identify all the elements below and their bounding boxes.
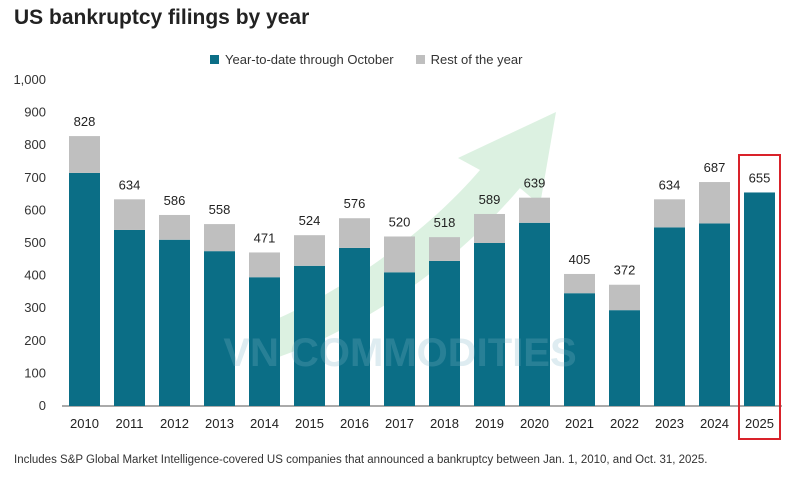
legend-swatch-rest bbox=[415, 55, 425, 64]
bar-ytd bbox=[654, 227, 685, 406]
y-tick-label: 400 bbox=[24, 268, 46, 283]
watermark-text: VN COMMODITIES bbox=[223, 331, 576, 375]
total-label: 558 bbox=[209, 202, 231, 217]
bar-ytd bbox=[474, 243, 505, 406]
y-tick-label: 0 bbox=[39, 398, 46, 413]
bar-rest bbox=[249, 252, 280, 278]
bar-ytd bbox=[384, 272, 415, 406]
total-label: 576 bbox=[344, 196, 366, 211]
x-tick-label: 2021 bbox=[565, 416, 594, 431]
bar-rest bbox=[114, 199, 145, 230]
x-tick-label: 2012 bbox=[160, 416, 189, 431]
y-tick-label: 200 bbox=[24, 333, 46, 348]
bar-rest bbox=[654, 199, 685, 228]
bar-rest bbox=[609, 284, 640, 311]
bar-rest bbox=[69, 136, 100, 173]
x-tick-label: 2016 bbox=[340, 416, 369, 431]
bar-rest bbox=[564, 273, 595, 294]
bar-rest bbox=[699, 182, 730, 224]
total-label: 586 bbox=[164, 193, 186, 208]
bar-rest bbox=[519, 197, 550, 223]
x-tick-label: 2023 bbox=[655, 416, 684, 431]
y-tick-label: 100 bbox=[24, 365, 46, 380]
bar-rest bbox=[339, 218, 370, 248]
total-label: 372 bbox=[614, 263, 636, 278]
x-tick-label: 2011 bbox=[116, 416, 144, 431]
bar-ytd bbox=[609, 310, 640, 406]
total-label: 524 bbox=[299, 213, 321, 228]
bar-ytd bbox=[114, 229, 145, 406]
bar-ytd bbox=[744, 192, 775, 406]
bar-rest bbox=[159, 214, 190, 240]
x-tick-label: 2025 bbox=[745, 416, 774, 431]
x-tick-label: 2022 bbox=[610, 416, 639, 431]
legend-label-ytd: Year-to-date through October bbox=[225, 52, 394, 67]
bar-ytd bbox=[294, 265, 325, 406]
total-label: 828 bbox=[74, 114, 96, 129]
x-tick-label: 2013 bbox=[205, 416, 234, 431]
y-tick-label: 900 bbox=[24, 105, 46, 120]
total-label: 520 bbox=[389, 214, 411, 229]
x-tick-label: 2010 bbox=[70, 416, 99, 431]
bar-rest bbox=[204, 224, 235, 252]
bar-ytd bbox=[519, 222, 550, 406]
highlight-box-2025 bbox=[738, 154, 781, 440]
y-tick-label: 800 bbox=[24, 137, 46, 152]
legend-item-rest: Rest of the year bbox=[415, 52, 523, 67]
bar-ytd bbox=[699, 223, 730, 406]
bar-ytd bbox=[69, 172, 100, 406]
x-tick-label: 2024 bbox=[700, 416, 729, 431]
total-label: 639 bbox=[524, 176, 546, 191]
legend-swatch-ytd bbox=[210, 55, 219, 64]
bar-ytd bbox=[564, 293, 595, 406]
y-tick-label: 1,000 bbox=[13, 72, 46, 87]
footnote: Includes S&P Global Market Intelligence-… bbox=[14, 454, 708, 466]
total-label: 518 bbox=[434, 215, 456, 230]
bar-ytd bbox=[339, 247, 370, 406]
total-label: 634 bbox=[119, 177, 141, 192]
bar-rest bbox=[474, 213, 505, 243]
bar-rest bbox=[429, 237, 460, 261]
total-label: 471 bbox=[254, 230, 276, 245]
watermark-arrow bbox=[250, 112, 556, 360]
y-tick-label: 300 bbox=[24, 300, 46, 315]
legend-item-ytd: Year-to-date through October bbox=[210, 52, 394, 67]
chart-legend: Year-to-date through October Rest of the… bbox=[210, 52, 544, 67]
x-tick-label: 2017 bbox=[385, 416, 414, 431]
bar-rest bbox=[384, 236, 415, 273]
bar-rest bbox=[294, 235, 325, 266]
bar-ytd bbox=[249, 277, 280, 406]
total-label: 634 bbox=[659, 177, 681, 192]
total-label: 589 bbox=[479, 192, 501, 207]
y-tick-label: 700 bbox=[24, 170, 46, 185]
x-tick-label: 2015 bbox=[295, 416, 324, 431]
bar-ytd bbox=[204, 251, 235, 406]
bar-ytd bbox=[429, 260, 460, 406]
total-label: 687 bbox=[704, 160, 726, 175]
total-label: 405 bbox=[569, 252, 591, 267]
legend-label-rest: Rest of the year bbox=[430, 52, 523, 67]
chart-title: US bankruptcy filings by year bbox=[14, 6, 310, 29]
y-tick-label: 500 bbox=[24, 235, 46, 250]
y-tick-label: 600 bbox=[24, 202, 46, 217]
x-tick-label: 2018 bbox=[430, 416, 459, 431]
total-label: 655 bbox=[749, 170, 771, 185]
bar-ytd bbox=[159, 239, 190, 406]
x-tick-label: 2014 bbox=[250, 416, 279, 431]
x-tick-label: 2020 bbox=[520, 416, 549, 431]
x-tick-label: 2019 bbox=[475, 416, 504, 431]
